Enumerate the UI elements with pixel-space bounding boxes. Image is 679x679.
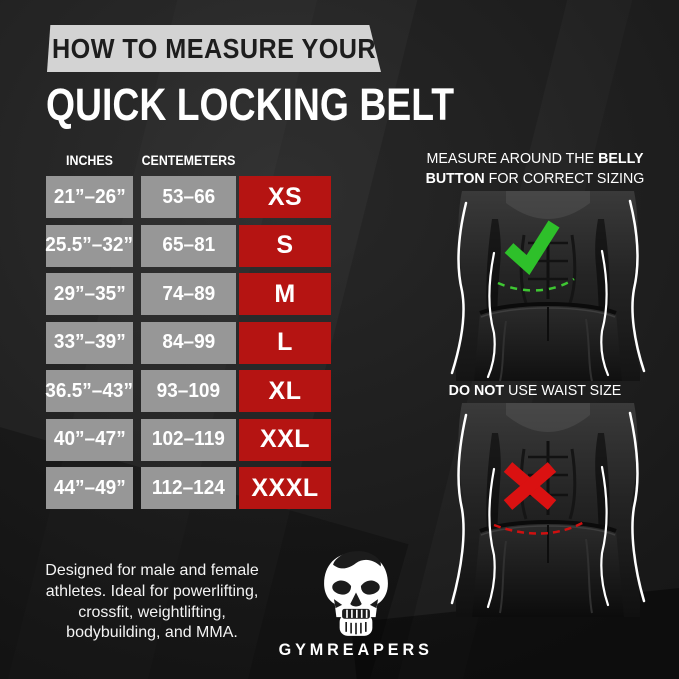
- torso-correct-illustration: [450, 191, 646, 381]
- cm-value: 65–81: [162, 234, 215, 256]
- cm-value: 84–99: [162, 331, 215, 353]
- inches-value: 44”–49”: [53, 476, 126, 499]
- outline-right-arm: [628, 199, 646, 373]
- table-row: 21”–26” 53–66 XS: [46, 176, 331, 218]
- table-row: 33”–39” 84–99 L: [46, 321, 331, 364]
- inches-value: 36.5”–43”: [45, 379, 134, 402]
- brand-wordmark: GYMREAPERS: [278, 641, 434, 659]
- outline-right-arm: [628, 411, 646, 603]
- inches-value: 21”–26”: [53, 185, 126, 208]
- measure-text-normal-1: MEASURE AROUND THE: [426, 150, 599, 167]
- cm-value: 93–109: [156, 379, 221, 402]
- cm-value: 74–89: [162, 282, 215, 305]
- belly-button-dashed-line: [497, 277, 575, 292]
- cross-icon: [503, 462, 557, 510]
- column-header-centimeters: CENTEMETERS: [141, 153, 236, 168]
- measure-instruction: MEASURE AROUND THE BELLY BUTTON FOR CORR…: [419, 149, 651, 190]
- product-description: Designed for male and female athletes. I…: [45, 562, 259, 642]
- header-kicker: HOW TO MEASURE YOUR: [51, 32, 377, 64]
- cm-value: 112–124: [152, 476, 225, 499]
- outline-left-arm: [450, 201, 468, 375]
- measure-text-bold-2: BUTTON: [425, 170, 485, 188]
- page-title: QUICK LOCKING BELT: [46, 79, 455, 130]
- table-row: 40”–47” 102–119 XXL: [46, 418, 331, 461]
- column-header-inches: INCHES: [66, 153, 113, 168]
- cm-value: 102–119: [152, 428, 225, 450]
- size-badge: XXXL: [251, 473, 319, 502]
- donot-instruction: DO NOT USE WAIST SIZE: [419, 382, 651, 399]
- size-badge: S: [276, 231, 294, 259]
- measure-text-normal-2: FOR CORRECT SIZING: [484, 170, 645, 188]
- cm-value: 53–66: [162, 185, 215, 208]
- header-band: HOW TO MEASURE YOUR: [47, 25, 381, 72]
- inches-value: 40”–47”: [53, 428, 126, 450]
- brand-logo: GYMREAPERS: [279, 550, 429, 660]
- size-chart-table: INCHES CENTEMETERS 21”–26” 53–66 XS 25.5…: [46, 151, 331, 516]
- inches-value: 25.5”–32”: [45, 234, 134, 256]
- table-row: 44”–49” 112–124 XXXL: [46, 467, 331, 509]
- outline-left-arm: [450, 413, 468, 605]
- size-badge: M: [274, 279, 296, 308]
- table-header-row: INCHES CENTEMETERS: [46, 151, 331, 170]
- check-icon: [504, 220, 560, 275]
- donot-text-bold: DO NOT: [448, 382, 505, 399]
- size-badge: XS: [267, 182, 303, 211]
- torso-wrong-illustration: [450, 403, 646, 617]
- table-row: 29”–35” 74–89 M: [46, 273, 331, 315]
- skull-icon: [324, 551, 388, 636]
- donot-text-normal: USE WAIST SIZE: [504, 382, 622, 399]
- table-row: 25.5”–32” 65–81 S: [45, 224, 331, 267]
- size-badge: XXL: [259, 425, 311, 453]
- inches-value: 29”–35”: [53, 282, 126, 305]
- inches-value: 33”–39”: [53, 331, 126, 353]
- waist-dashed-line: [493, 519, 587, 535]
- measure-text-bold-1: BELLY: [598, 150, 644, 167]
- size-badge: L: [277, 328, 293, 356]
- table-row: 36.5”–43” 93–109 XL: [46, 370, 331, 412]
- size-badge: XL: [268, 376, 302, 405]
